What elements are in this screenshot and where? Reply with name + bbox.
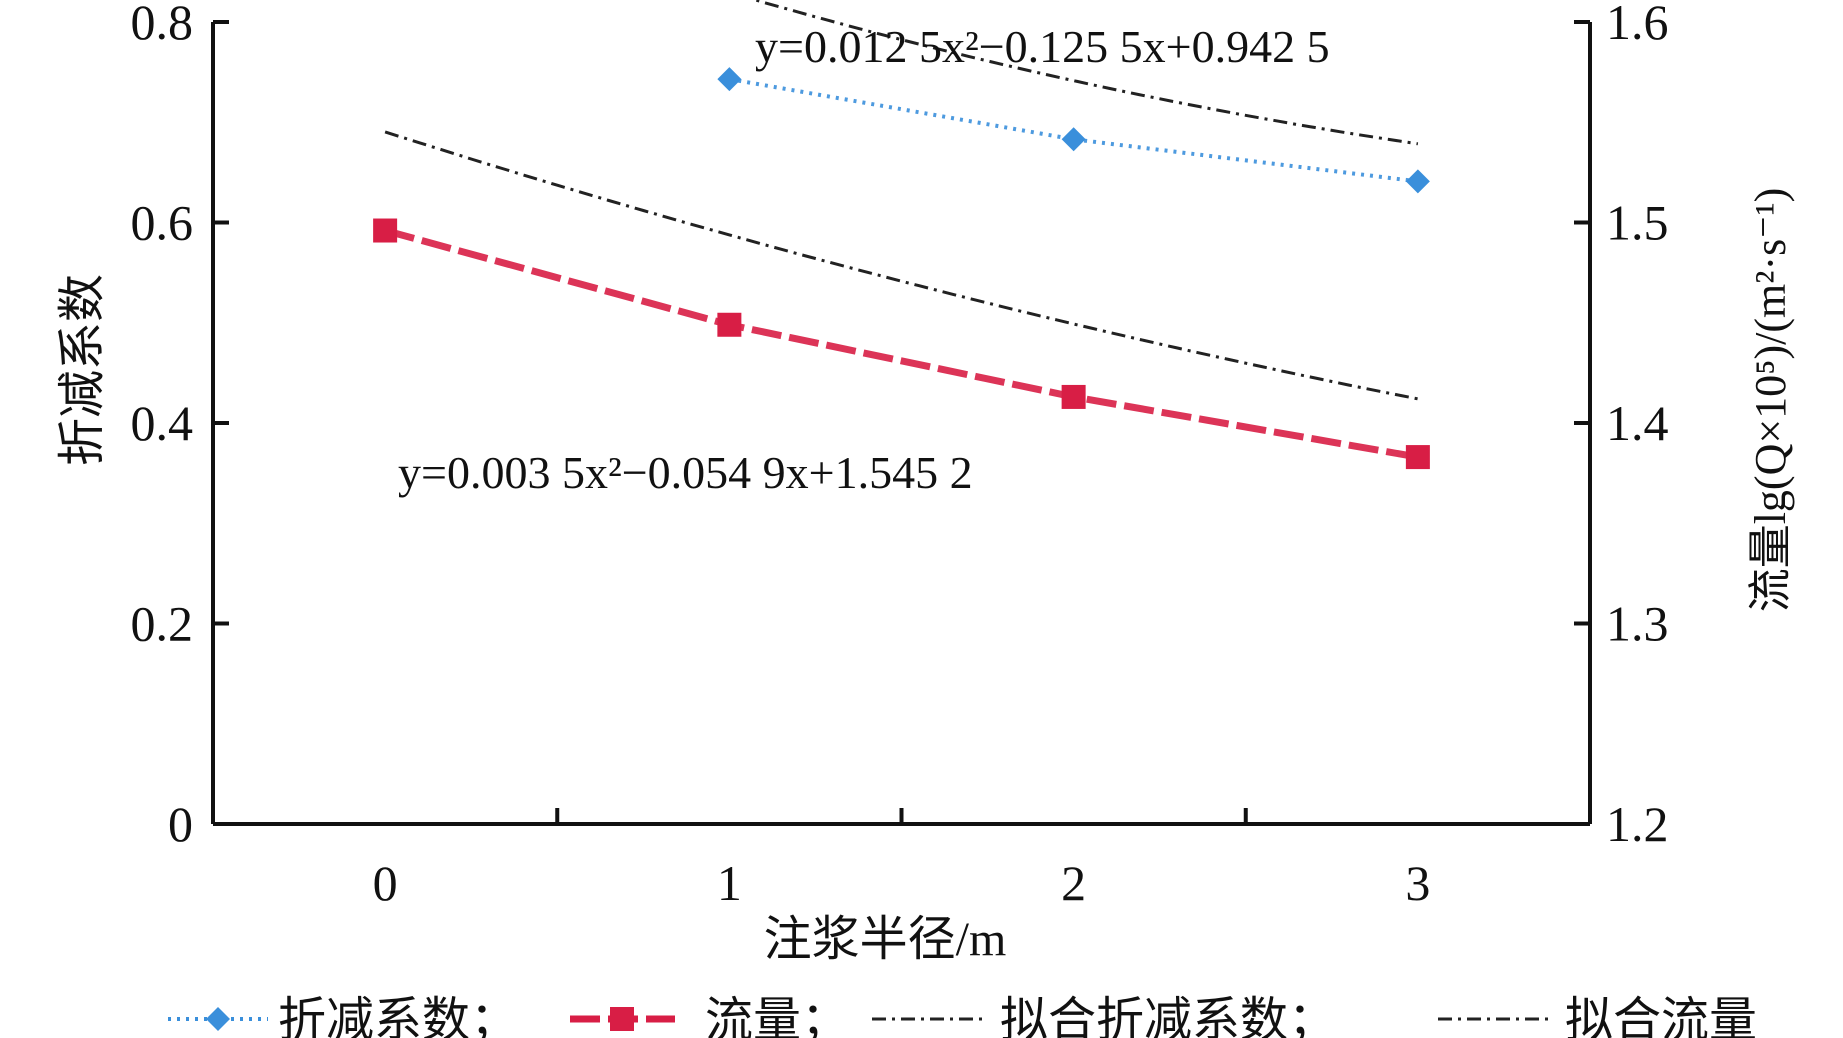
point-折减系数	[1405, 169, 1430, 194]
legend-label: 拟合折减系数；	[1000, 994, 1336, 1038]
y-right-tick-label: 1.4	[1606, 395, 1669, 451]
x-axis-label: 注浆半径/m	[764, 913, 1007, 966]
equation-流量: y=0.003 5x²−0.054 9x+1.545 2	[398, 447, 973, 498]
point-流量	[717, 312, 742, 337]
point-流量	[373, 218, 398, 243]
y-axis-left-label: 折减系数	[56, 274, 109, 466]
point-流量	[1405, 445, 1430, 470]
point-折减系数	[1061, 127, 1086, 152]
y-right-tick-label: 1.6	[1606, 0, 1669, 50]
legend-item-折减系数: 折减系数；	[168, 994, 518, 1038]
x-tick-label: 3	[1405, 855, 1430, 911]
data-series	[373, 67, 1430, 470]
point-流量	[1061, 384, 1086, 409]
legend-label: 流量；	[705, 994, 849, 1038]
legend-item-拟合流量: 拟合流量	[1438, 994, 1757, 1038]
y-axis-right-label: 流量lg(Q×10⁵)/(m²·s⁻¹)	[1746, 188, 1795, 613]
legend-label: 拟合流量	[1565, 994, 1757, 1038]
legend-square-marker	[610, 1007, 634, 1031]
x-tick-label: 2	[1061, 855, 1086, 911]
legend-diamond-marker	[206, 1007, 230, 1031]
fit-lines	[384, 0, 1419, 401]
y-left-tick-label: 0.2	[131, 596, 194, 652]
legend: 折减系数； 流量； 拟合折减系数； 拟合流量	[168, 994, 1757, 1038]
y-left-tick-label: 0.8	[131, 0, 194, 50]
y-right-tick-label: 1.5	[1606, 195, 1669, 251]
point-折减系数	[717, 67, 742, 92]
y-right-tick-label: 1.2	[1606, 796, 1669, 852]
fit-line-拟合折减系数	[750, 0, 1419, 146]
legend-label: 折减系数；	[278, 994, 518, 1038]
y-left-tick-label: 0.6	[131, 195, 194, 251]
y-left-tick-label: 0.4	[131, 395, 194, 451]
axes: 0 1 2 3 0 0.2 0.4 0.6 0.8 1.2 1.3 1.4 1.5 1.6	[131, 0, 1669, 911]
fit-line-拟合流量	[384, 130, 1419, 401]
series-line-流量	[384, 227, 1419, 461]
x-tick-label: 0	[373, 855, 398, 911]
equation-折减系数: y=0.012 5x²−0.125 5x+0.942 5	[755, 21, 1330, 72]
legend-item-流量: 流量；	[570, 994, 849, 1038]
x-tick-label: 1	[717, 855, 742, 911]
y-left-tick-label: 0	[168, 796, 193, 852]
y-right-tick-label: 1.3	[1606, 596, 1669, 652]
legend-item-拟合折减系数: 拟合折减系数；	[872, 994, 1336, 1038]
